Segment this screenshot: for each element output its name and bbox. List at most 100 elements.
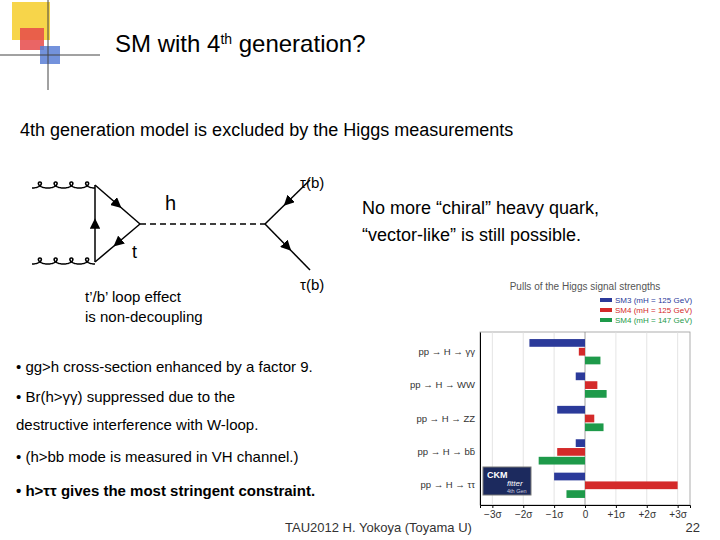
category-label: pp → H → ττ: [421, 479, 476, 490]
bar: [576, 439, 585, 447]
diagram-label: τ(b): [300, 276, 324, 293]
x-tick-label: +2σ: [638, 509, 656, 520]
fermion-line: [265, 224, 310, 270]
bar: [576, 372, 585, 380]
logo-box: [483, 467, 531, 495]
chart: Pulls of the Higgs signal strengths−3σ−2…: [410, 281, 692, 520]
footer: TAU2012 H. Yokoya (Toyama U): [285, 520, 472, 535]
x-tick-mark: [554, 505, 555, 508]
logo-text: fitter: [507, 479, 523, 488]
logo: CKMfitter4th Gen: [483, 467, 531, 495]
category-label: pp → H → γγ: [419, 346, 476, 357]
page-number: 22: [686, 520, 700, 535]
category-label: pp → H → bb̄: [417, 446, 475, 457]
gluon-line: [32, 258, 95, 264]
bar: [579, 348, 585, 356]
feynman-diagram: h t τ(b) τ(b): [32, 174, 324, 293]
x-tick: −3σ: [484, 505, 502, 520]
x-tick: +2σ: [638, 505, 656, 520]
bar: [529, 339, 585, 347]
x-tick-label: +1σ: [608, 509, 626, 520]
y-tick: pp → H → γγ: [419, 346, 481, 357]
fermion-line: [95, 224, 140, 262]
x-tick: 0: [583, 505, 589, 520]
x-tick-mark: [492, 505, 493, 508]
x-tick-label: +3σ: [669, 509, 687, 520]
legend-swatch: [600, 298, 612, 302]
y-tick: pp → H → WW: [410, 379, 480, 390]
x-axis-line: [481, 506, 691, 509]
bullet: • h>ττ gives the most stringent constrai…: [16, 482, 315, 499]
bar: [557, 448, 585, 456]
x-axis: −3σ −2σ −1σ 0 +1σ +2σ +3σ: [481, 505, 691, 520]
legend-label: SM4 (mH = 125 GeV): [615, 306, 692, 315]
higgs-line: [140, 223, 265, 225]
deco-line: [0, 55, 100, 56]
y-tick: pp → H → ττ: [421, 479, 481, 490]
diagram-note: t’/b’ loop effect: [85, 288, 182, 305]
x-tick-label: −1σ: [546, 509, 564, 520]
slide: SM with 4th generation?4th generation mo…: [0, 0, 720, 540]
bar: [554, 473, 585, 481]
x-tick-label: −2σ: [515, 509, 533, 520]
bar: [566, 490, 585, 498]
x-tick-label: −3σ: [484, 509, 502, 520]
legend-swatch: [600, 308, 612, 312]
deco-line: [48, 0, 49, 90]
grid-line: [615, 332, 616, 505]
x-tick-mark: [523, 505, 524, 508]
y-tick: pp → H → ZZ: [416, 413, 480, 424]
x-tick-mark: [678, 505, 679, 508]
x-tick-mark: [647, 505, 648, 508]
diagram-label: t: [132, 242, 137, 262]
grid-line: [646, 332, 647, 505]
legend: SM3 (mH = 125 GeV)SM4 (mH = 125 GeV)SM4 …: [600, 296, 692, 325]
bar: [539, 457, 585, 465]
x-tick: −2σ: [515, 505, 533, 520]
title-part: th: [220, 31, 232, 47]
bullet: • (h>bb mode is measured in VH channel.): [16, 448, 298, 465]
grid-line: [677, 332, 678, 505]
fermion-line: [94, 185, 96, 262]
legend-label: SM4 (mH = 147 GeV): [615, 316, 692, 325]
title-part: SM with 4: [115, 30, 220, 57]
y-tick: pp → H → bb̄: [417, 446, 480, 457]
bar: [585, 381, 597, 389]
category-label: pp → H → ZZ: [416, 413, 475, 424]
legend-swatch: [600, 318, 612, 322]
bar: [585, 415, 594, 423]
bullet: • Br(h>γγ) suppressed due to the: [16, 388, 235, 405]
bar: [585, 423, 604, 431]
bullet: destructive interference with W-loop.: [16, 416, 258, 433]
bar: [585, 390, 607, 398]
y-axis-line: [480, 333, 481, 506]
bar: [585, 357, 600, 365]
x-tick-label: 0: [583, 509, 589, 520]
title: SM with 4th generation?: [115, 30, 366, 57]
x-tick: +3σ: [669, 505, 687, 520]
grid: [492, 332, 677, 505]
logo-text: 4th Gen: [507, 488, 527, 494]
bar: [557, 406, 585, 414]
x-tick: −1σ: [546, 505, 564, 520]
category-label: pp → H → WW: [410, 379, 475, 390]
subtitle: 4th generation model is excluded by the …: [20, 120, 513, 140]
gluon-line: [32, 182, 95, 188]
bar: [585, 481, 678, 489]
fermion-line: [95, 185, 140, 224]
title-decoration: [0, 0, 100, 90]
diagram-label: h: [165, 192, 176, 214]
y-axis: pp → H → γγ pp → H → WW pp → H → ZZ pp → H …: [410, 333, 480, 506]
legend-label: SM3 (mH = 125 GeV): [615, 296, 692, 305]
diagram-label: τ(b): [300, 174, 324, 191]
bullet: • gg>h cross-section enhanced by a facto…: [16, 358, 313, 375]
bars: [529, 339, 677, 498]
x-tick: +1σ: [608, 505, 626, 520]
remark: No more “chiral” heavy quark,: [362, 198, 599, 218]
title-part: generation?: [232, 30, 365, 57]
logo-text: CKM: [487, 470, 508, 480]
plot-frame: [480, 332, 690, 505]
x-tick-mark: [585, 505, 586, 508]
remark: “vector-like” is still possible.: [362, 225, 581, 245]
diagram-note: is non-decoupling: [85, 308, 203, 325]
